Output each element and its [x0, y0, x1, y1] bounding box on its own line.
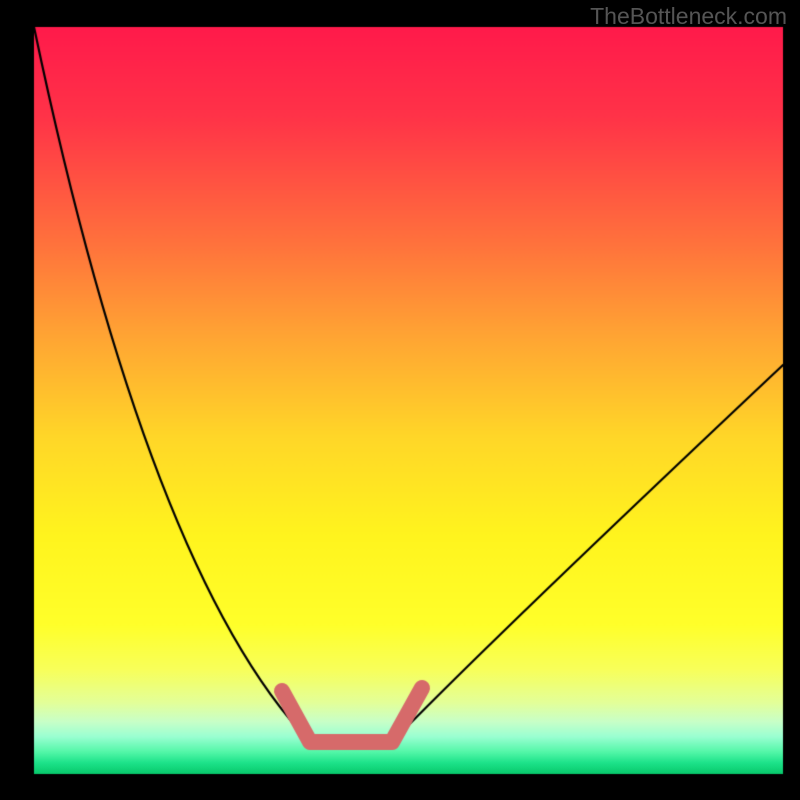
- watermark-text: TheBottleneck.com: [590, 3, 787, 30]
- bottleneck-gradient-plot: [0, 0, 800, 800]
- chart-stage: TheBottleneck.com: [0, 0, 800, 800]
